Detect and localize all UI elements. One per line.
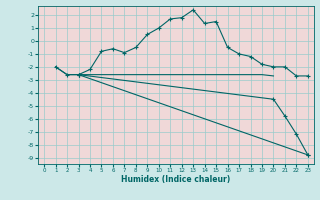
X-axis label: Humidex (Indice chaleur): Humidex (Indice chaleur) — [121, 175, 231, 184]
